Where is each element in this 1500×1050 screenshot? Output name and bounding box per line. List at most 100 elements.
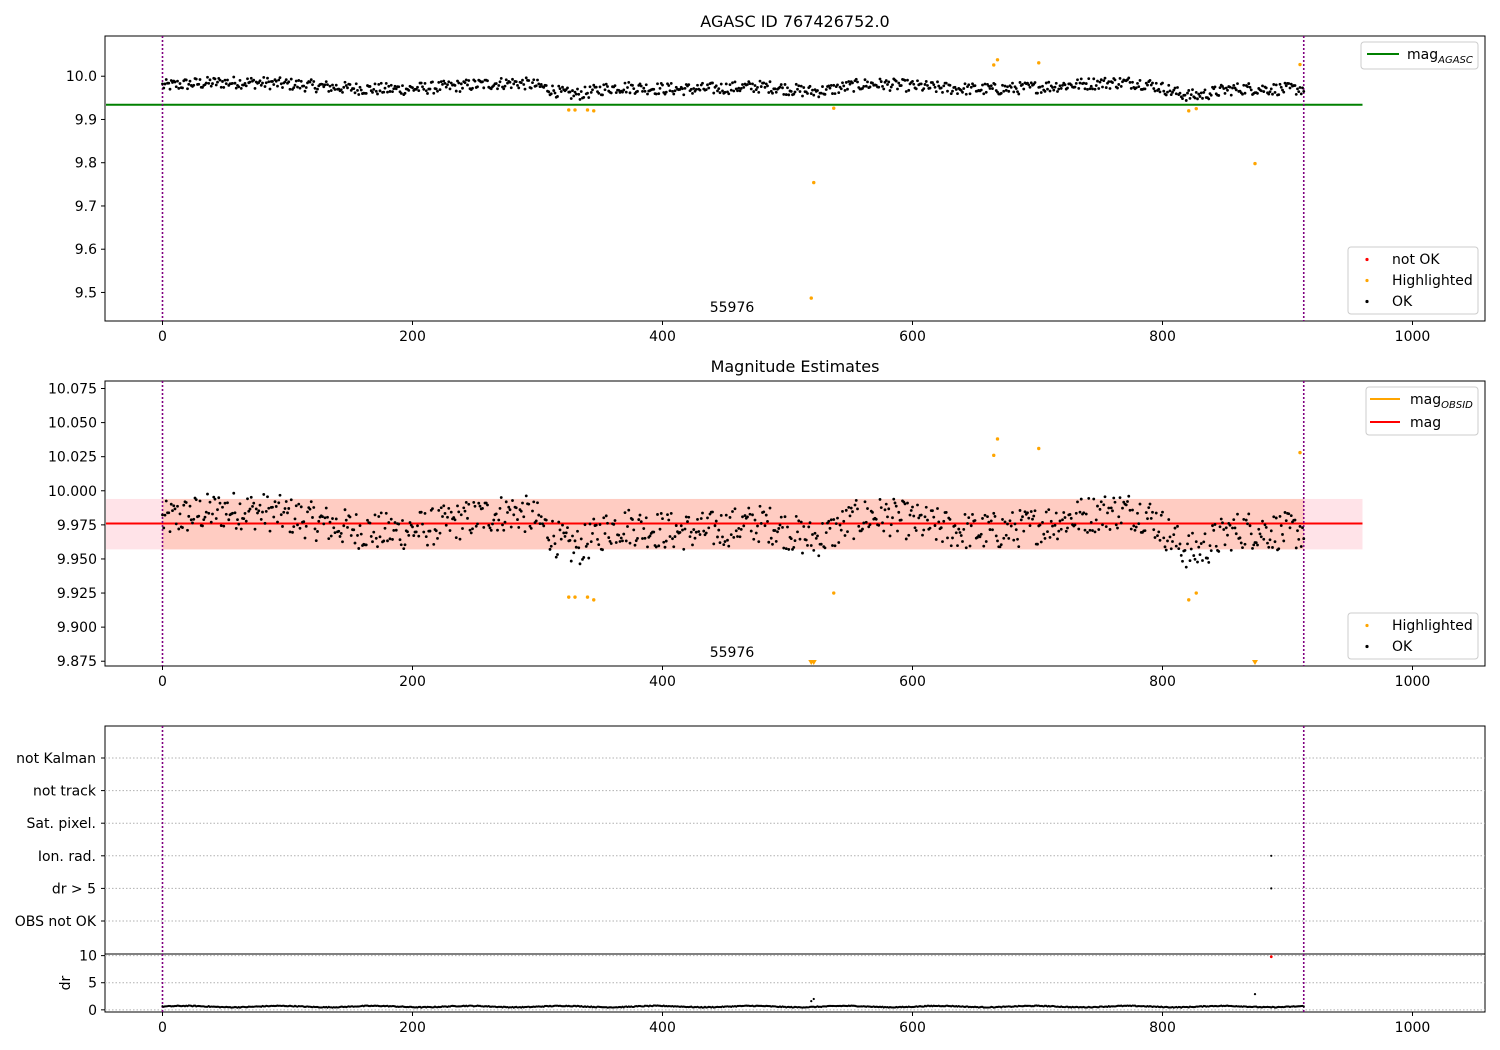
ok-point xyxy=(456,504,459,508)
ok-point xyxy=(809,92,813,95)
ok-point xyxy=(1158,90,1162,94)
ok-point xyxy=(512,513,516,517)
ok-point xyxy=(724,82,728,86)
ok-point xyxy=(1117,515,1121,519)
ok-point xyxy=(792,92,796,96)
ok-point xyxy=(866,507,869,510)
ok-point xyxy=(414,530,418,534)
ok-point xyxy=(542,524,546,528)
ok-point xyxy=(834,522,838,526)
ok-point xyxy=(1284,519,1288,523)
ok-point xyxy=(1068,513,1072,516)
ok-point xyxy=(796,530,799,534)
ok-point xyxy=(1063,83,1067,87)
ok-point xyxy=(401,519,404,522)
ok-point xyxy=(1171,540,1174,543)
ok-point xyxy=(323,83,327,87)
ok-point xyxy=(861,527,864,531)
ok-point xyxy=(1136,81,1139,85)
ok-point xyxy=(602,83,606,87)
ok-point xyxy=(787,93,791,97)
ok-point xyxy=(842,84,846,88)
ok-point xyxy=(494,512,498,516)
ok-point xyxy=(348,83,352,86)
ok-point xyxy=(442,504,446,508)
ok-point xyxy=(614,91,618,95)
ok-point xyxy=(723,540,727,543)
panel4-xtick-label-600: 600 xyxy=(899,1020,926,1036)
ok-point xyxy=(276,520,279,524)
ok-point xyxy=(797,519,801,523)
ok-point xyxy=(886,515,889,519)
ok-point xyxy=(1191,88,1194,92)
ok-point xyxy=(1226,88,1229,92)
ok-point xyxy=(757,540,761,544)
ok-point xyxy=(959,534,963,537)
ok-point xyxy=(372,87,376,91)
ok-point xyxy=(591,88,594,92)
ok-point xyxy=(561,523,564,527)
panel1-frame xyxy=(104,35,1486,322)
ok-point xyxy=(334,517,338,521)
ok-point xyxy=(853,503,857,507)
ok-point xyxy=(1004,88,1008,92)
ok-point xyxy=(263,521,267,525)
ok-point xyxy=(219,85,223,89)
ok-point xyxy=(846,530,849,534)
ok-point xyxy=(674,524,678,527)
ok-point xyxy=(702,529,706,533)
ok-point xyxy=(578,562,582,566)
ok-point xyxy=(231,81,234,85)
ok-point xyxy=(863,500,867,504)
ok-point xyxy=(957,527,961,531)
ok-point xyxy=(1103,76,1107,80)
ok-point xyxy=(1288,86,1292,90)
ok-point xyxy=(486,503,489,507)
ok-point xyxy=(227,518,231,522)
ok-point xyxy=(864,84,868,88)
ok-point xyxy=(944,81,948,85)
ok-point xyxy=(759,522,763,525)
ok-point xyxy=(936,80,939,84)
ok-point xyxy=(197,514,201,518)
legend-box xyxy=(1347,612,1479,660)
ok-point xyxy=(341,540,344,544)
legend-marker-ok xyxy=(1365,299,1369,304)
ok-point xyxy=(617,533,621,537)
ok-point xyxy=(1231,526,1234,530)
ok-point xyxy=(771,542,774,546)
magnitude-estimates-panel: Magnitude Estimates 0 200 400 600 800 10009.8… xyxy=(48,357,1486,690)
ok-point xyxy=(357,547,361,550)
ok-point xyxy=(941,90,944,94)
panel4-xtick-label-400: 400 xyxy=(649,1020,676,1036)
ok-point xyxy=(411,86,414,90)
ok-point xyxy=(1254,541,1258,545)
ok-point xyxy=(727,544,731,548)
ok-point xyxy=(801,94,804,98)
ok-point xyxy=(366,518,369,522)
ok-point xyxy=(1241,92,1244,96)
dr-point xyxy=(1302,1005,1305,1008)
ok-point xyxy=(1272,515,1276,519)
ok-point xyxy=(711,81,714,85)
ok-point xyxy=(1107,506,1111,510)
ok-point xyxy=(1176,524,1179,528)
ok-point xyxy=(1206,556,1209,560)
ok-point xyxy=(531,509,534,513)
ok-point xyxy=(463,509,467,513)
ok-point xyxy=(161,513,164,517)
ok-point xyxy=(854,499,858,502)
ok-point xyxy=(1107,80,1111,84)
ok-point xyxy=(1181,559,1184,563)
ok-point xyxy=(723,90,727,94)
ok-point xyxy=(553,91,557,95)
ok-point xyxy=(436,536,439,540)
ok-point xyxy=(421,85,424,89)
ok-point xyxy=(197,82,201,86)
ok-point xyxy=(806,543,809,547)
ok-point xyxy=(613,84,617,88)
ok-point xyxy=(1057,529,1061,533)
ok-point xyxy=(574,545,578,549)
ok-point xyxy=(1249,88,1253,92)
ok-point xyxy=(216,508,219,512)
